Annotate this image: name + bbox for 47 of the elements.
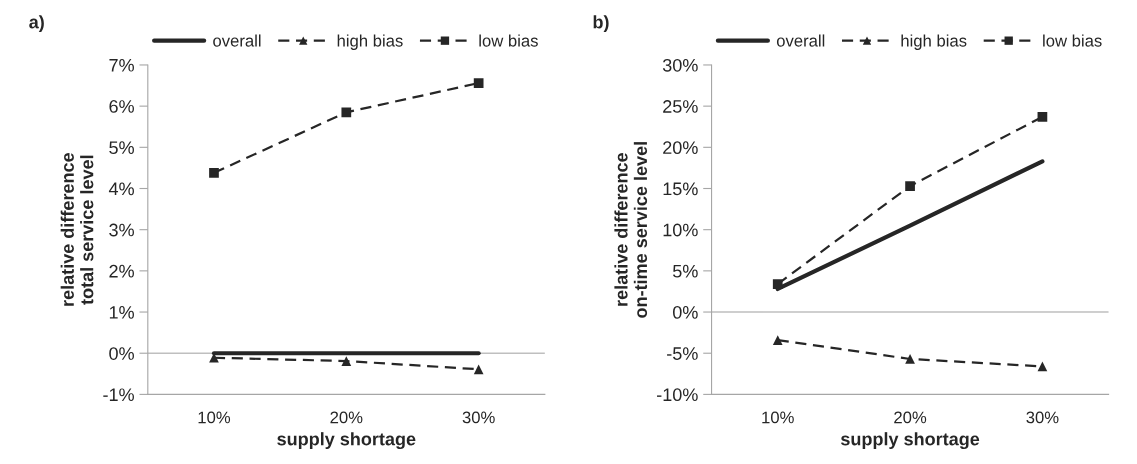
point [772,335,783,345]
y-tick-label: 20% [663,141,698,155]
y-tick-label: 7% [109,58,134,72]
point [905,354,915,364]
legend-label: overall [213,34,261,47]
y-axis-title: relative difference on-time service level [614,142,648,318]
legend-label: low bias [479,34,538,47]
x-tick-label: 30% [1026,411,1059,424]
point [473,78,484,88]
point [772,279,783,289]
y-tick-label: 30% [662,58,698,72]
x-axis-title: supply shortage [840,432,980,450]
point [341,107,352,118]
y-tick-label: 0% [672,305,698,319]
point [1037,361,1048,372]
y-tick-label: 5% [673,264,698,278]
y-tick-label: -10% [657,388,698,402]
chart-title: a) [29,15,44,33]
legend-label: high bias [337,34,403,50]
x-tick-label: 20% [894,411,927,424]
x-axis-title: supply shortage [277,432,416,450]
legend-label: high bias [901,34,967,50]
chart-title: b) [593,15,609,33]
y-tick-label: 15% [663,182,698,196]
point [209,167,219,178]
y-tick-label: 10% [663,223,698,237]
point [905,181,915,191]
x-tick-label: 10% [198,411,231,424]
y-tick-label: 0% [109,347,134,360]
y-tick-label: 6% [109,100,134,113]
y-tick-label: 5% [109,141,134,155]
y-axis-title: relative difference total service level [60,153,94,306]
legend-label: low bias [1043,34,1102,47]
x-tick-label: 20% [330,411,363,424]
point [473,364,484,375]
y-tick-label: -1% [103,388,134,402]
legend-label: overall [776,34,825,47]
y-tick-label: 2% [109,264,134,278]
y-tick-label: 3% [109,223,134,237]
y-tick-label: 4% [108,182,134,196]
x-tick-label: 10% [762,411,794,424]
point [1037,111,1048,122]
point [341,356,352,366]
y-tick-label: -5% [667,347,698,360]
y-tick-label: 1% [109,306,134,319]
x-tick-label: 30% [462,411,495,424]
y-tick-label: 25% [663,100,698,113]
